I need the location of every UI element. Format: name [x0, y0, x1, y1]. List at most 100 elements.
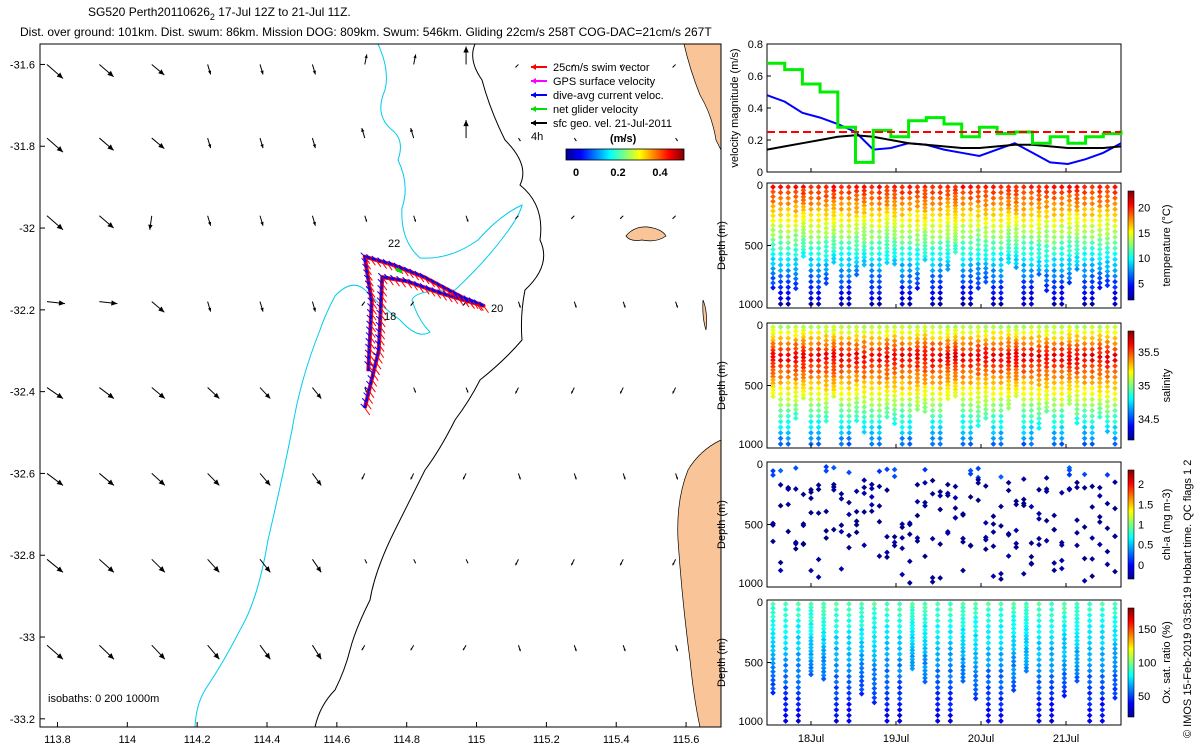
- profile-point: [1074, 659, 1080, 666]
- profile-point: [891, 235, 898, 242]
- profile-point: [823, 351, 830, 357]
- profile-point: [861, 339, 868, 345]
- profile-point: [1104, 339, 1111, 345]
- profile-point: [937, 189, 944, 196]
- profile-point: [929, 368, 936, 375]
- profile-point: [906, 402, 913, 408]
- profile-point: [1099, 679, 1106, 685]
- profile-point: [871, 605, 878, 612]
- profile-point: [1089, 535, 1096, 541]
- profile-point: [785, 200, 792, 207]
- swim-vector: [378, 350, 385, 359]
- profile-point: [1074, 615, 1080, 622]
- profile-point: [906, 189, 913, 196]
- profile-point: [795, 695, 802, 702]
- profile-point: [1013, 184, 1020, 190]
- profile-point: [914, 375, 921, 381]
- profile-point: [1066, 197, 1073, 204]
- profile-point: [1043, 340, 1050, 346]
- profile-point: [838, 273, 845, 279]
- profile-point: [800, 230, 807, 236]
- current-vector: [622, 473, 626, 480]
- current-vector-head: [466, 219, 469, 222]
- profile-point: [815, 262, 822, 268]
- profile-point: [1028, 329, 1035, 336]
- profile-point: [1051, 340, 1058, 347]
- profile-point: [990, 228, 997, 235]
- current-vector: [360, 403, 366, 409]
- profile-point: [858, 631, 865, 637]
- profile-point: [967, 329, 974, 336]
- profile-point: [972, 668, 979, 675]
- profile-point: [808, 638, 814, 644]
- profile-point: [868, 346, 875, 353]
- profile-point: [914, 203, 921, 210]
- profile-point: [868, 278, 875, 285]
- profile-point: [1081, 217, 1088, 224]
- profile-point: [1051, 324, 1058, 330]
- profile-point: [899, 273, 906, 279]
- profile-point: [1096, 513, 1103, 520]
- current-vector: [151, 558, 166, 573]
- profile-point: [1051, 262, 1058, 268]
- profile-point: [906, 212, 913, 218]
- profile-point: [1028, 206, 1035, 213]
- profile-point: [1066, 206, 1073, 213]
- speed-colorbar: [565, 148, 685, 161]
- profile-point: [944, 490, 951, 497]
- profile-point: [777, 352, 784, 358]
- profile-point: [1096, 227, 1103, 233]
- profile-point: [770, 327, 776, 334]
- profile-point: [853, 377, 860, 384]
- profile-point: [1112, 301, 1118, 307]
- profile-point: [934, 684, 941, 691]
- profile-point: [922, 656, 928, 663]
- profile-point: [846, 200, 852, 207]
- profile-point: [777, 396, 784, 403]
- profile-point: [838, 379, 845, 386]
- profile-point: [846, 301, 852, 307]
- current-vector: [365, 337, 371, 343]
- profile-point: [782, 718, 789, 724]
- profile-point: [967, 251, 974, 257]
- profile-point: [800, 395, 807, 401]
- profile-point: [1104, 403, 1111, 410]
- swim-vector: [429, 289, 436, 297]
- profile-point: [1066, 252, 1073, 259]
- profile-point: [1036, 246, 1042, 253]
- profile-point: [868, 363, 875, 369]
- profile-point: [944, 231, 951, 237]
- profile-point: [1028, 184, 1035, 190]
- profile-point: [1023, 607, 1030, 614]
- profile-point: [1013, 350, 1020, 357]
- profile-point: [1112, 363, 1118, 369]
- current-vector: [462, 644, 467, 651]
- profile-point: [972, 619, 979, 625]
- profile-point: [982, 350, 989, 356]
- current-vector-head: [575, 139, 577, 142]
- swim-vector: [406, 280, 413, 289]
- current-vector-head: [571, 562, 574, 566]
- profile-point: [990, 251, 997, 257]
- profile-point: [884, 645, 890, 652]
- profile-point: [1074, 406, 1080, 413]
- profile-point: [815, 212, 822, 218]
- time-axis: 18Jul 19Jul 20Jul 21Jul: [798, 168, 1079, 745]
- profile-point: [876, 368, 883, 375]
- profile-point: [1096, 280, 1103, 286]
- profile-point: [944, 372, 951, 378]
- profile-point: [929, 212, 936, 218]
- profile-point: [1036, 684, 1042, 691]
- current-vector: [151, 387, 166, 399]
- profile-point: [1112, 329, 1118, 336]
- legend-arrowhead: [531, 64, 536, 70]
- current-vector: [151, 137, 165, 150]
- profile-point: [838, 239, 845, 246]
- profile-point: [782, 701, 789, 708]
- day-label: 20: [491, 303, 503, 315]
- profile-point: [1104, 188, 1111, 195]
- profile-point: [975, 213, 982, 219]
- profile-point: [972, 623, 979, 630]
- current-vector-head: [361, 647, 364, 651]
